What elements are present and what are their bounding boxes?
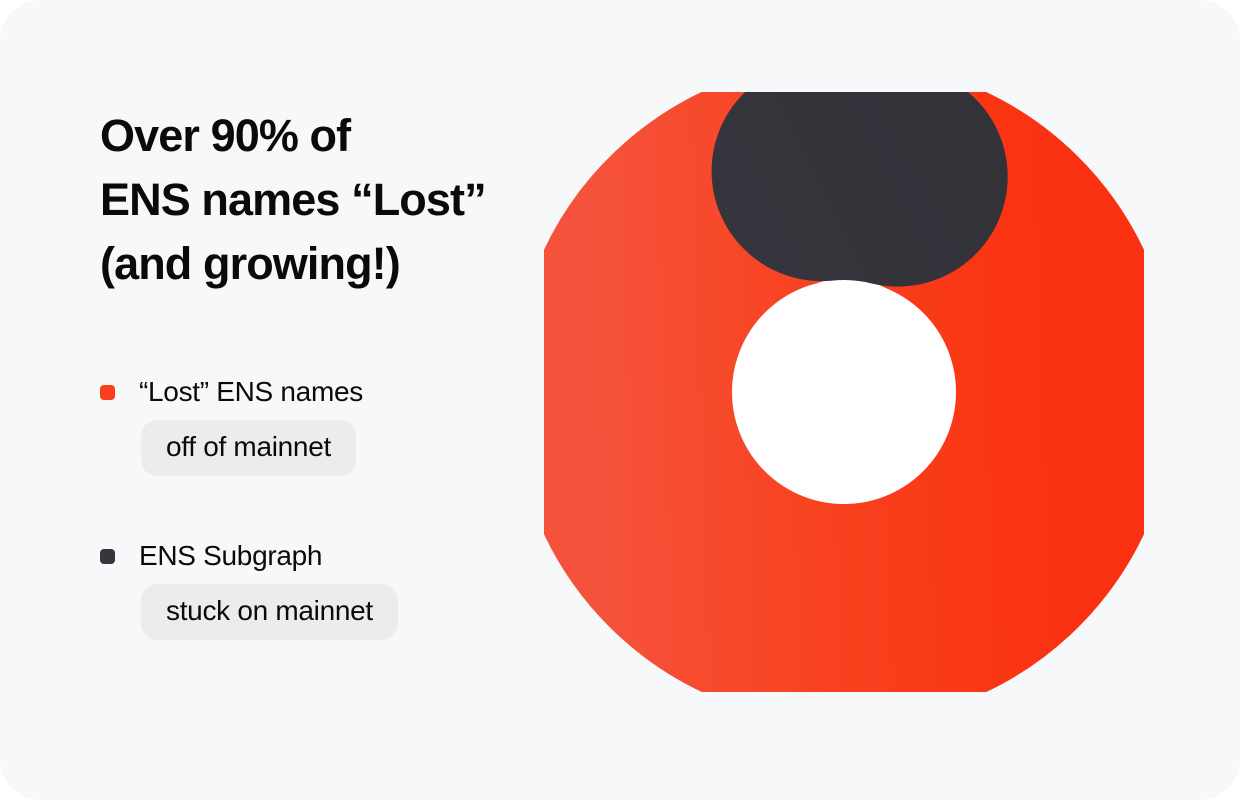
- legend-group-lost: “Lost” ENS names off of mainnet: [100, 376, 540, 476]
- legend-label-subgraph: ENS Subgraph: [139, 540, 323, 571]
- legend-badge-wrap-subgraph: stuck on mainnet: [141, 584, 540, 640]
- chart-legend: “Lost” ENS names off of mainnet ENS Subg…: [100, 376, 540, 640]
- legend-badge-wrap-lost: off of mainnet: [141, 420, 540, 476]
- page-title: Over 90% of ENS names “Lost” (and growin…: [100, 110, 487, 289]
- status-badge-stuck-on-mainnet: stuck on mainnet: [141, 584, 398, 640]
- legend-label-lost: “Lost” ENS names: [139, 376, 363, 407]
- donut-segment-subgraph[interactable]: [544, 92, 1144, 692]
- legend-group-subgraph: ENS Subgraph stuck on mainnet: [100, 540, 540, 640]
- status-badge-off-of-mainnet: off of mainnet: [141, 420, 356, 476]
- donut-chart-svg: [544, 92, 1144, 692]
- legend-swatch-lost-icon: [100, 384, 115, 400]
- left-column: Over 90% of ENS names “Lost” (and growin…: [100, 0, 540, 800]
- legend-swatch-subgraph-icon: [100, 548, 115, 564]
- donut-chart: [544, 92, 1144, 692]
- legend-item-lost[interactable]: “Lost” ENS names: [100, 376, 540, 408]
- legend-item-subgraph[interactable]: ENS Subgraph: [100, 540, 540, 572]
